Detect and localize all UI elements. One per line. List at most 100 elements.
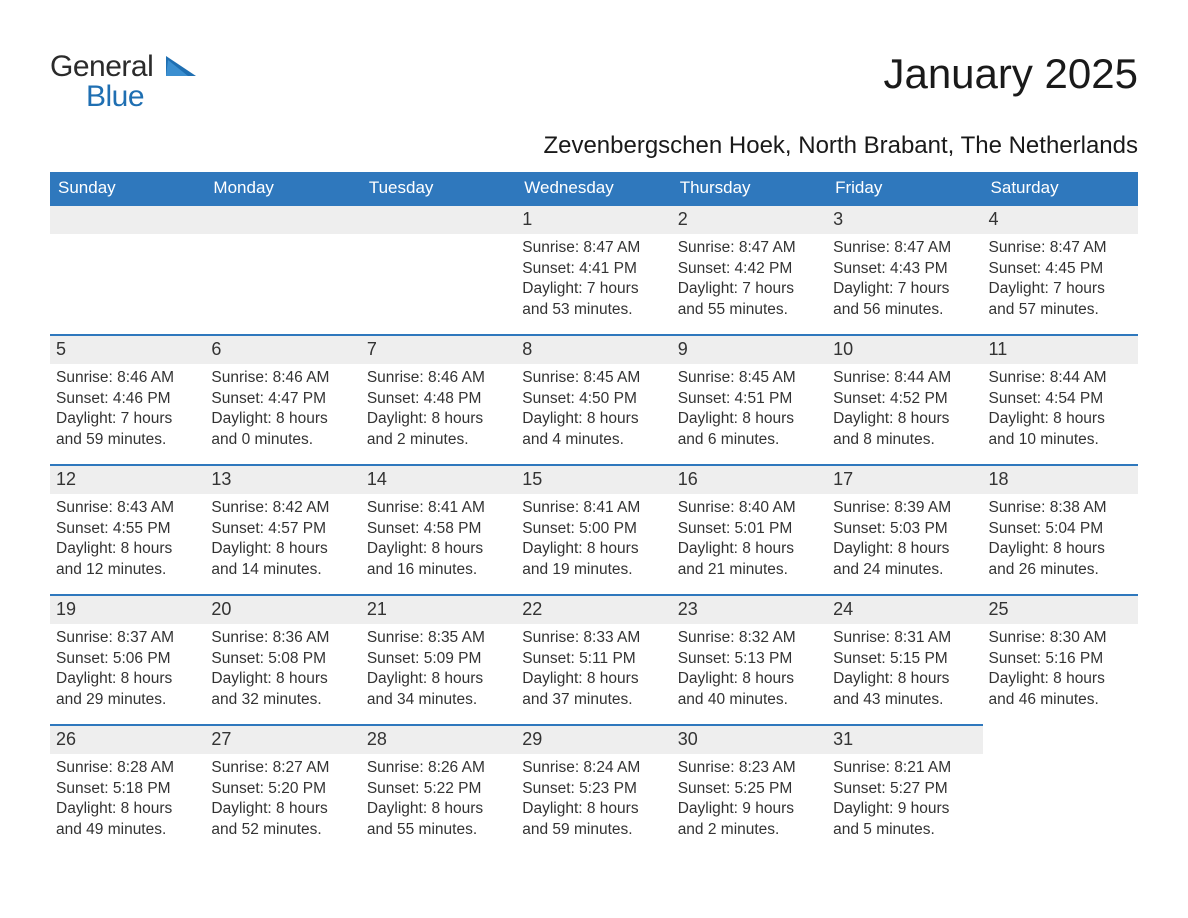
calendar-page: General Blue January 2025 Zevenbergschen…	[0, 0, 1188, 894]
calendar-cell: 21Sunrise: 8:35 AMSunset: 5:09 PMDayligh…	[361, 594, 516, 724]
daylight-line-1: Daylight: 8 hours	[211, 799, 354, 820]
calendar-cell: 2Sunrise: 8:47 AMSunset: 4:42 PMDaylight…	[672, 204, 827, 334]
sunrise-line: Sunrise: 8:24 AM	[522, 758, 665, 779]
day-body: Sunrise: 8:47 AMSunset: 4:42 PMDaylight:…	[672, 234, 827, 330]
daylight-line-2: and 59 minutes.	[56, 430, 199, 451]
sunset-line: Sunset: 4:43 PM	[833, 259, 976, 280]
weekday-header: Tuesday	[361, 172, 516, 204]
day-number: 12	[50, 464, 205, 494]
daylight-line-1: Daylight: 8 hours	[833, 669, 976, 690]
page-title: January 2025	[883, 50, 1138, 98]
sunrise-line: Sunrise: 8:46 AM	[211, 368, 354, 389]
day-number: 21	[361, 594, 516, 624]
daylight-line-1: Daylight: 8 hours	[989, 669, 1132, 690]
day-body	[50, 234, 205, 246]
calendar-cell: 8Sunrise: 8:45 AMSunset: 4:50 PMDaylight…	[516, 334, 671, 464]
calendar-cell: 11Sunrise: 8:44 AMSunset: 4:54 PMDayligh…	[983, 334, 1138, 464]
daylight-line-2: and 43 minutes.	[833, 690, 976, 711]
calendar-week-row: 19Sunrise: 8:37 AMSunset: 5:06 PMDayligh…	[50, 594, 1138, 724]
day-body: Sunrise: 8:46 AMSunset: 4:47 PMDaylight:…	[205, 364, 360, 460]
calendar-cell: 29Sunrise: 8:24 AMSunset: 5:23 PMDayligh…	[516, 724, 671, 854]
day-body: Sunrise: 8:45 AMSunset: 4:50 PMDaylight:…	[516, 364, 671, 460]
daylight-line-2: and 4 minutes.	[522, 430, 665, 451]
day-number: 31	[827, 724, 982, 754]
sunset-line: Sunset: 4:52 PM	[833, 389, 976, 410]
day-body: Sunrise: 8:41 AMSunset: 5:00 PMDaylight:…	[516, 494, 671, 590]
calendar-cell: 30Sunrise: 8:23 AMSunset: 5:25 PMDayligh…	[672, 724, 827, 854]
sunset-line: Sunset: 5:27 PM	[833, 779, 976, 800]
day-body: Sunrise: 8:42 AMSunset: 4:57 PMDaylight:…	[205, 494, 360, 590]
day-number: 16	[672, 464, 827, 494]
calendar-week-row: 26Sunrise: 8:28 AMSunset: 5:18 PMDayligh…	[50, 724, 1138, 854]
sunrise-line: Sunrise: 8:30 AM	[989, 628, 1132, 649]
calendar-cell: 31Sunrise: 8:21 AMSunset: 5:27 PMDayligh…	[827, 724, 982, 854]
calendar-cell: 17Sunrise: 8:39 AMSunset: 5:03 PMDayligh…	[827, 464, 982, 594]
day-body: Sunrise: 8:33 AMSunset: 5:11 PMDaylight:…	[516, 624, 671, 720]
sunset-line: Sunset: 4:46 PM	[56, 389, 199, 410]
daylight-line-2: and 12 minutes.	[56, 560, 199, 581]
sunset-line: Sunset: 5:11 PM	[522, 649, 665, 670]
weekday-header: Monday	[205, 172, 360, 204]
daylight-line-1: Daylight: 8 hours	[522, 409, 665, 430]
daylight-line-1: Daylight: 7 hours	[678, 279, 821, 300]
sunrise-line: Sunrise: 8:23 AM	[678, 758, 821, 779]
day-number: .	[205, 204, 360, 234]
calendar-cell: 24Sunrise: 8:31 AMSunset: 5:15 PMDayligh…	[827, 594, 982, 724]
day-body: Sunrise: 8:40 AMSunset: 5:01 PMDaylight:…	[672, 494, 827, 590]
day-number: 15	[516, 464, 671, 494]
sunset-line: Sunset: 5:01 PM	[678, 519, 821, 540]
weekday-header: Saturday	[983, 172, 1138, 204]
day-body: Sunrise: 8:38 AMSunset: 5:04 PMDaylight:…	[983, 494, 1138, 590]
daylight-line-1: Daylight: 7 hours	[989, 279, 1132, 300]
sunset-line: Sunset: 4:41 PM	[522, 259, 665, 280]
day-number: 5	[50, 334, 205, 364]
day-body: Sunrise: 8:47 AMSunset: 4:45 PMDaylight:…	[983, 234, 1138, 330]
day-number: 17	[827, 464, 982, 494]
calendar-cell: 5Sunrise: 8:46 AMSunset: 4:46 PMDaylight…	[50, 334, 205, 464]
daylight-line-1: Daylight: 8 hours	[833, 539, 976, 560]
daylight-line-1: Daylight: 8 hours	[367, 409, 510, 430]
sunrise-line: Sunrise: 8:32 AM	[678, 628, 821, 649]
weekday-header: Thursday	[672, 172, 827, 204]
sunset-line: Sunset: 4:50 PM	[522, 389, 665, 410]
daylight-line-2: and 55 minutes.	[367, 820, 510, 841]
day-body: Sunrise: 8:21 AMSunset: 5:27 PMDaylight:…	[827, 754, 982, 850]
day-number: 1	[516, 204, 671, 234]
day-number: .	[361, 204, 516, 234]
sunset-line: Sunset: 4:54 PM	[989, 389, 1132, 410]
calendar-week-row: 12Sunrise: 8:43 AMSunset: 4:55 PMDayligh…	[50, 464, 1138, 594]
logo-word-1: General	[50, 50, 153, 83]
day-number: 28	[361, 724, 516, 754]
day-number: 10	[827, 334, 982, 364]
calendar-cell: 7Sunrise: 8:46 AMSunset: 4:48 PMDaylight…	[361, 334, 516, 464]
sunset-line: Sunset: 4:55 PM	[56, 519, 199, 540]
day-body: Sunrise: 8:28 AMSunset: 5:18 PMDaylight:…	[50, 754, 205, 850]
daylight-line-1: Daylight: 8 hours	[211, 669, 354, 690]
calendar-cell: 9Sunrise: 8:45 AMSunset: 4:51 PMDaylight…	[672, 334, 827, 464]
daylight-line-2: and 2 minutes.	[678, 820, 821, 841]
daylight-line-2: and 14 minutes.	[211, 560, 354, 581]
calendar-cell: 22Sunrise: 8:33 AMSunset: 5:11 PMDayligh…	[516, 594, 671, 724]
daylight-line-1: Daylight: 8 hours	[56, 799, 199, 820]
day-body: Sunrise: 8:26 AMSunset: 5:22 PMDaylight:…	[361, 754, 516, 850]
day-body	[205, 234, 360, 246]
sunrise-line: Sunrise: 8:33 AM	[522, 628, 665, 649]
calendar-cell: .	[361, 204, 516, 334]
calendar-cell: .	[205, 204, 360, 334]
daylight-line-2: and 19 minutes.	[522, 560, 665, 581]
daylight-line-1: Daylight: 8 hours	[522, 669, 665, 690]
sunrise-line: Sunrise: 8:26 AM	[367, 758, 510, 779]
sunrise-line: Sunrise: 8:35 AM	[367, 628, 510, 649]
calendar-cell: 19Sunrise: 8:37 AMSunset: 5:06 PMDayligh…	[50, 594, 205, 724]
day-number: 7	[361, 334, 516, 364]
day-body: Sunrise: 8:32 AMSunset: 5:13 PMDaylight:…	[672, 624, 827, 720]
daylight-line-1: Daylight: 8 hours	[989, 539, 1132, 560]
sunrise-line: Sunrise: 8:47 AM	[678, 238, 821, 259]
sunrise-line: Sunrise: 8:41 AM	[522, 498, 665, 519]
daylight-line-1: Daylight: 8 hours	[211, 539, 354, 560]
day-body	[361, 234, 516, 246]
sunrise-line: Sunrise: 8:31 AM	[833, 628, 976, 649]
daylight-line-1: Daylight: 8 hours	[367, 539, 510, 560]
daylight-line-2: and 49 minutes.	[56, 820, 199, 841]
calendar-cell: 15Sunrise: 8:41 AMSunset: 5:00 PMDayligh…	[516, 464, 671, 594]
